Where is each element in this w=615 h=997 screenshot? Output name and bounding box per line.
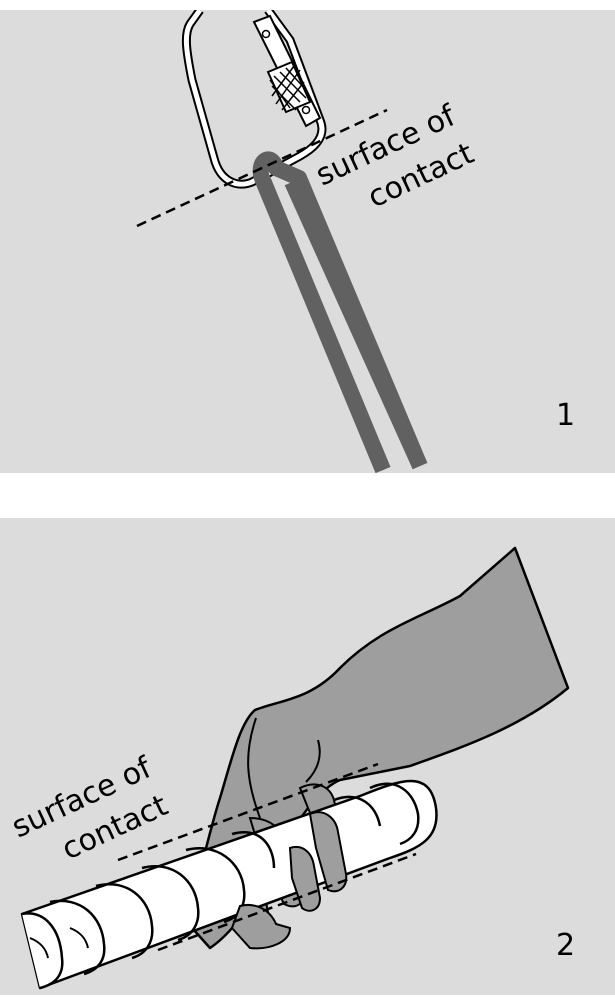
panel-hand-rope: surface of contact 2 [0, 518, 615, 995]
contact-dashed-line-top [117, 762, 379, 862]
panel-number: 1 [556, 398, 575, 433]
contact-dashed-line [136, 108, 388, 228]
panel-number: 2 [556, 928, 575, 963]
fingers-icon [230, 811, 348, 950]
carabiner-illustration: surface of contact 1 [136, 10, 575, 473]
contact-dashed-line-bottom [157, 852, 417, 952]
strap-icon [252, 151, 428, 473]
carabiner-icon [181, 10, 327, 189]
hand-rope-illustration: surface of contact 2 [7, 546, 575, 990]
panel-carabiner: surface of contact 1 [0, 10, 615, 473]
